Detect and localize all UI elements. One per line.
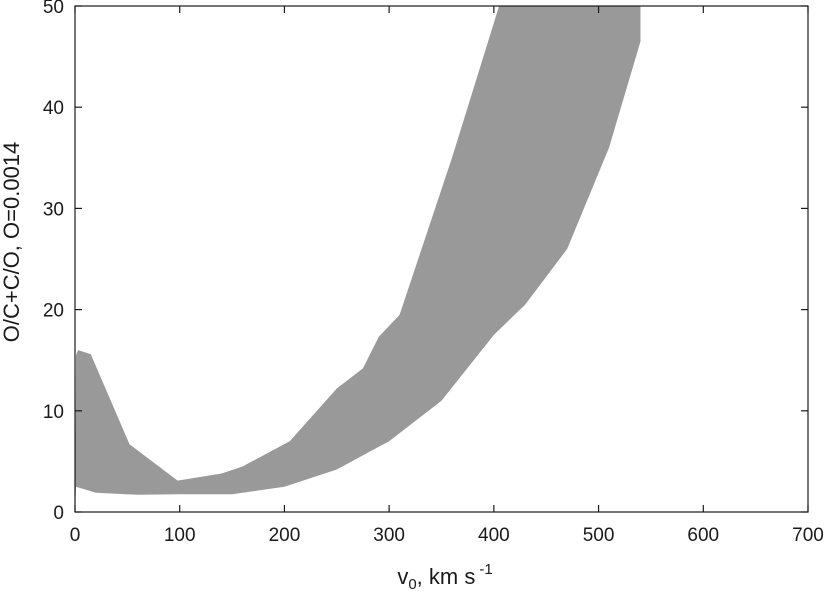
x-tick-label: 300 bbox=[373, 525, 405, 546]
data-band bbox=[75, 6, 641, 512]
x-tick-label: 100 bbox=[164, 525, 196, 546]
x-tick-label: 500 bbox=[583, 525, 615, 546]
y-tick-label: 40 bbox=[43, 98, 64, 119]
x-tick-labels: 0 100 200 300 400 500 600 700 bbox=[70, 525, 824, 546]
x-tick-label: 400 bbox=[478, 525, 510, 546]
y-tick-label: 20 bbox=[43, 301, 64, 322]
y-tick-label: 10 bbox=[43, 402, 64, 423]
x-axis-title: v0, km s -1 bbox=[397, 561, 492, 593]
x-axis-title-subscript: 0 bbox=[408, 576, 416, 593]
x-tick-label: 200 bbox=[269, 525, 301, 546]
plot-frame bbox=[74, 5, 809, 513]
y-tick-label: 30 bbox=[43, 199, 64, 220]
y-tick-label: 50 bbox=[43, 0, 64, 18]
x-tick-label: 700 bbox=[792, 525, 824, 546]
x-axis-title-rest: , km s bbox=[417, 564, 476, 589]
x-tick-label: 600 bbox=[687, 525, 719, 546]
y-tick-label: 0 bbox=[53, 503, 64, 524]
y-tick-labels: 0 10 20 30 40 50 bbox=[43, 0, 64, 524]
x-axis-title-superscript: -1 bbox=[479, 561, 492, 578]
y-axis-title: O/C+C/O, O=0.0014 bbox=[0, 142, 24, 343]
x-tick-label: 0 bbox=[70, 525, 81, 546]
x-axis-title-base: v bbox=[397, 564, 408, 589]
